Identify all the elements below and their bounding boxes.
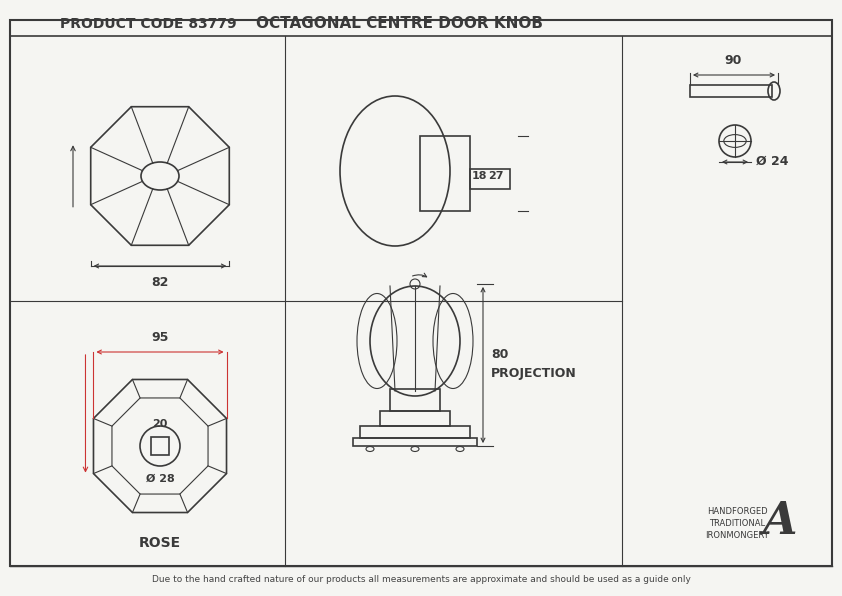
Bar: [380, 411, 450, 426]
Text: 20: 20: [152, 419, 168, 429]
Text: 18: 18: [472, 171, 488, 181]
Text: 90: 90: [724, 54, 742, 67]
Bar: [360, 426, 470, 438]
Bar: [470, 169, 510, 189]
Text: A: A: [763, 499, 797, 542]
Text: Ø 24: Ø 24: [756, 154, 788, 167]
Text: IRONMONGERY: IRONMONGERY: [705, 530, 769, 539]
Bar: [420, 136, 470, 211]
Text: OCTAGONAL CENTRE DOOR KNOB: OCTAGONAL CENTRE DOOR KNOB: [257, 17, 543, 32]
Text: PROJECTION: PROJECTION: [491, 367, 577, 380]
Text: Due to the hand crafted nature of our products all measurements are approximate : Due to the hand crafted nature of our pr…: [152, 576, 690, 585]
FancyBboxPatch shape: [10, 20, 832, 566]
Text: 80: 80: [491, 349, 509, 362]
Text: 27: 27: [488, 171, 504, 181]
Bar: [390, 389, 440, 411]
Text: PRODUCT CODE 83779: PRODUCT CODE 83779: [60, 17, 237, 31]
Bar: [353, 438, 477, 446]
Text: ROSE: ROSE: [139, 536, 181, 550]
Text: Ø 28: Ø 28: [146, 474, 174, 484]
Bar: [690, 85, 772, 97]
Text: 95: 95: [152, 331, 168, 344]
Text: TRADITIONAL: TRADITIONAL: [709, 519, 765, 527]
Bar: [151, 437, 169, 455]
Text: 82: 82: [152, 276, 168, 289]
Text: HANDFORGED: HANDFORGED: [706, 507, 767, 516]
